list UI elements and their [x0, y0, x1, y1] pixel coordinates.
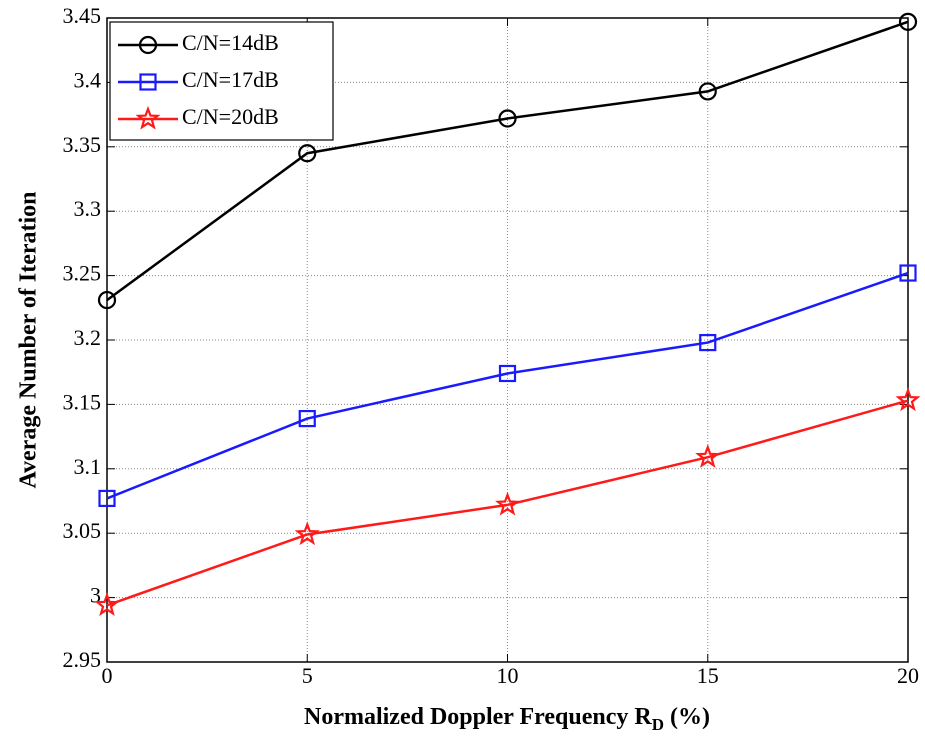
series-line	[107, 401, 908, 606]
x-axis-label-suffix: (%)	[664, 704, 710, 730]
y-tick-label: 3.3	[74, 196, 102, 221]
legend-label: C/N=17dB	[182, 67, 279, 92]
x-tick-label: 10	[497, 663, 519, 688]
x-tick-label: 20	[897, 663, 919, 688]
chart: Average Number of Iteration Normalized D…	[0, 0, 925, 740]
page: {"chart_data": {"type": "line", "xlabel"…	[0, 0, 925, 740]
y-tick-label: 3.1	[74, 454, 102, 479]
y-tick-label: 2.95	[63, 647, 102, 672]
y-tick-label: 3.15	[63, 389, 102, 414]
y-tick-label: 3.45	[63, 3, 102, 28]
y-tick-label: 3.05	[63, 518, 102, 543]
x-axis-label-text: Normalized Doppler Frequency R	[304, 704, 652, 730]
y-tick-label: 3.25	[63, 261, 102, 286]
x-tick-label: 5	[302, 663, 313, 688]
legend-label: C/N=14dB	[182, 30, 279, 55]
y-tick-label: 3.4	[74, 67, 102, 92]
x-tick-label: 0	[102, 663, 113, 688]
y-tick-label: 3.35	[63, 132, 102, 157]
x-axis-label: Normalized Doppler Frequency RD (%)	[304, 704, 710, 734]
x-tick-label: 15	[697, 663, 719, 688]
legend-label: C/N=20dB	[182, 104, 279, 129]
y-axis-label: Average Number of Iteration	[16, 191, 42, 488]
y-tick-label: 3.2	[74, 325, 102, 350]
x-axis-label-subscript: D	[652, 715, 664, 734]
